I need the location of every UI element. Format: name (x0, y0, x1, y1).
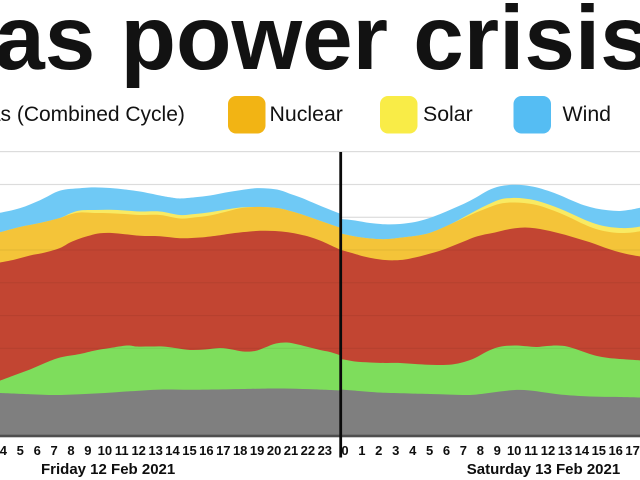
svg-text:17: 17 (625, 443, 639, 458)
svg-text:14: 14 (575, 443, 590, 458)
svg-text:5: 5 (17, 443, 24, 458)
svg-text:15: 15 (592, 443, 606, 458)
svg-text:Solar: Solar (423, 102, 473, 126)
svg-text:9: 9 (494, 443, 501, 458)
svg-text:1: 1 (358, 443, 365, 458)
svg-text:14: 14 (165, 443, 180, 458)
svg-text:5: 5 (426, 443, 433, 458)
svg-text:10: 10 (98, 443, 112, 458)
svg-text:3: 3 (392, 443, 399, 458)
svg-text:13: 13 (148, 443, 162, 458)
svg-text:12: 12 (541, 443, 555, 458)
svg-text:0: 0 (341, 443, 348, 458)
svg-text:Gas (Combined Cycle): Gas (Combined Cycle) (0, 103, 185, 126)
svg-text:2: 2 (375, 443, 382, 458)
svg-text:6: 6 (443, 443, 450, 458)
svg-text:Texas power crisis: Texas power crisis (0, 0, 640, 89)
svg-text:9: 9 (84, 443, 91, 458)
svg-text:10: 10 (507, 443, 521, 458)
svg-text:20: 20 (267, 443, 281, 458)
svg-text:6: 6 (34, 443, 41, 458)
svg-text:11: 11 (524, 443, 538, 458)
svg-text:8: 8 (67, 443, 74, 458)
svg-text:4: 4 (409, 443, 417, 458)
svg-text:17: 17 (216, 443, 230, 458)
svg-text:Nuclear: Nuclear (270, 102, 343, 126)
svg-text:23: 23 (318, 443, 332, 458)
svg-text:12: 12 (131, 443, 145, 458)
svg-text:Wind: Wind (563, 102, 612, 126)
svg-text:13: 13 (558, 443, 572, 458)
svg-text:16: 16 (199, 443, 213, 458)
svg-text:18: 18 (233, 443, 247, 458)
svg-text:7: 7 (460, 443, 467, 458)
svg-text:4: 4 (0, 443, 8, 458)
svg-text:15: 15 (182, 443, 196, 458)
svg-text:Friday 12 Feb 2021: Friday 12 Feb 2021 (41, 461, 175, 478)
svg-text:8: 8 (477, 443, 484, 458)
svg-text:21: 21 (284, 443, 298, 458)
svg-text:19: 19 (250, 443, 264, 458)
svg-text:22: 22 (301, 443, 315, 458)
svg-text:11: 11 (115, 443, 129, 458)
svg-text:7: 7 (50, 443, 57, 458)
svg-text:Saturday 13 Feb 2021: Saturday 13 Feb 2021 (467, 461, 620, 478)
svg-text:16: 16 (608, 443, 622, 458)
